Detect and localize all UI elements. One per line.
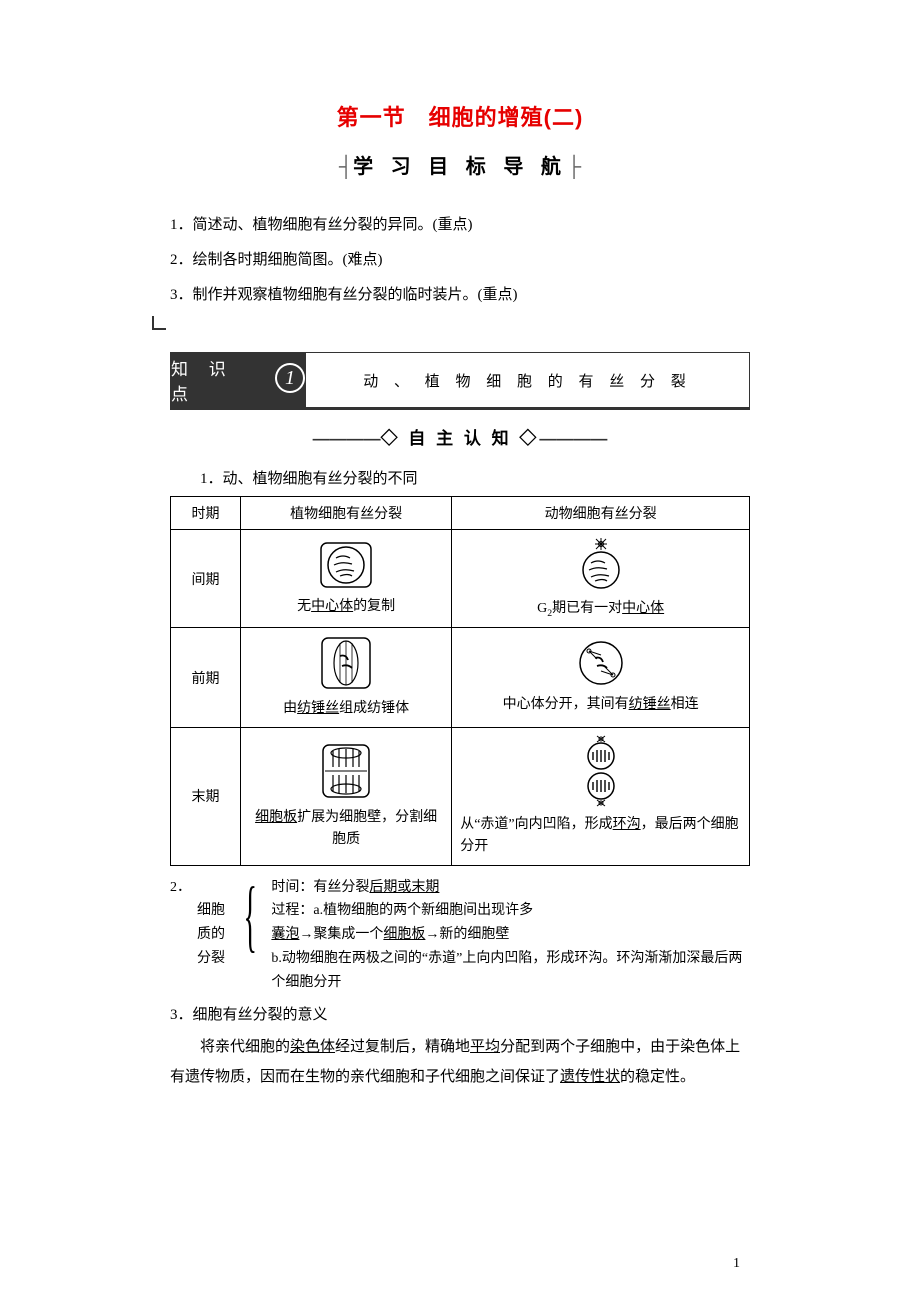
brace-icon: { (243, 876, 256, 995)
plant-telophase-icon (319, 741, 373, 801)
item2-number: 2． (170, 876, 191, 995)
animal-cell: G2期已有一对中心体 (452, 530, 750, 628)
table-header: 动物细胞有丝分裂 (452, 497, 750, 530)
diamond-icon: ◇ (381, 429, 401, 448)
phase-cell: 前期 (171, 628, 241, 727)
objective-item: 3．制作并观察植物细胞有丝分裂的临时装片。(重点) (170, 279, 750, 312)
animal-interphase-icon (573, 536, 629, 592)
phase-cell: 间期 (171, 530, 241, 628)
table-row: 前期 由纺锤丝组成纺锤体 (171, 628, 750, 727)
corner-mark-icon (152, 316, 166, 330)
plant-prophase-icon (318, 634, 374, 692)
objective-item: 1．简述动、植物细胞有丝分裂的异同。(重点) (170, 209, 750, 242)
animal-caption: 中心体分开，其间有纺锤丝相连 (503, 694, 699, 716)
plant-caption: 细胞板扩展为细胞壁，分割细胞质 (249, 807, 443, 852)
section-heading-3: 3．细胞有丝分裂的意义 (170, 1003, 750, 1024)
animal-cell: 中心体分开，其间有纺锤丝相连 (452, 628, 750, 727)
animal-caption: 从“赤道”向内凹陷，形成环沟，最后两个细胞分开 (460, 814, 741, 859)
self-learn-header: ————◇ 自 主 认 知 ◇———— (170, 424, 750, 449)
nav-header-text: 学 习 目 标 导 航 (353, 156, 567, 178)
kp-badge-label: 知 识 点 (171, 355, 271, 405)
objectives-list: 1．简述动、植物细胞有丝分裂的异同。(重点) 2．绘制各时期细胞简图。(难点) … (170, 209, 750, 312)
table-header: 植物细胞有丝分裂 (241, 497, 452, 530)
comparison-table: 时期 植物细胞有丝分裂 动物细胞有丝分裂 间期 无中心体的复制 (170, 496, 750, 866)
plant-cell: 细胞板扩展为细胞壁，分割细胞质 (241, 727, 452, 865)
kp-badge: 知 识 点 1 (171, 353, 306, 407)
animal-prophase-icon (573, 638, 629, 688)
item2-brace-label: 细胞质的分裂 (197, 876, 225, 995)
section-heading-1: 1．动、植物细胞有丝分裂的不同 (200, 467, 750, 488)
table-row: 末期 细胞板扩展为细胞壁，分割细胞质 (171, 727, 750, 865)
table-header: 时期 (171, 497, 241, 530)
kp-title: 动 、 植 物 细 胞 的 有 丝 分 裂 (306, 353, 749, 407)
plant-caption: 由纺锤丝组成纺锤体 (283, 698, 409, 720)
item2-content: 时间：有丝分裂后期或末期 过程：a.植物细胞的两个新细胞间出现许多 囊泡→聚集成… (271, 876, 750, 995)
nav-header: ┤学 习 目 标 导 航├ (170, 150, 750, 179)
bracket-right: ├ (567, 156, 581, 178)
animal-telophase-icon (573, 734, 629, 808)
objective-item: 2．绘制各时期细胞简图。(难点) (170, 244, 750, 277)
line-right: ———— (539, 429, 607, 448)
animal-caption: G2期已有一对中心体 (537, 598, 664, 621)
knowledge-point-header: 知 识 点 1 动 、 植 物 细 胞 的 有 丝 分 裂 (170, 352, 750, 410)
line-left: ———— (313, 429, 381, 448)
bracket-left: ┤ (339, 156, 353, 178)
page-number: 1 (733, 1256, 740, 1272)
animal-cell: 从“赤道”向内凹陷，形成环沟，最后两个细胞分开 (452, 727, 750, 865)
kp-badge-number: 1 (275, 363, 305, 393)
significance-paragraph: 将亲代细胞的染色体经过复制后，精确地平均分配到两个子细胞中，由于染色体上有遗传物… (170, 1032, 750, 1092)
self-learn-text: 自 主 认 知 (408, 429, 511, 448)
item-2-cytoplasm-division: 2． 细胞质的分裂 { 时间：有丝分裂后期或末期 过程：a.植物细胞的两个新细胞… (170, 876, 750, 995)
plant-interphase-icon (318, 540, 374, 590)
plant-caption: 无中心体的复制 (297, 596, 395, 618)
phase-cell: 末期 (171, 727, 241, 865)
page-title: 第一节 细胞的增殖(二) (170, 100, 750, 132)
diamond-icon: ◇ (519, 429, 539, 448)
plant-cell: 无中心体的复制 (241, 530, 452, 628)
table-row: 间期 无中心体的复制 (171, 530, 750, 628)
plant-cell: 由纺锤丝组成纺锤体 (241, 628, 452, 727)
